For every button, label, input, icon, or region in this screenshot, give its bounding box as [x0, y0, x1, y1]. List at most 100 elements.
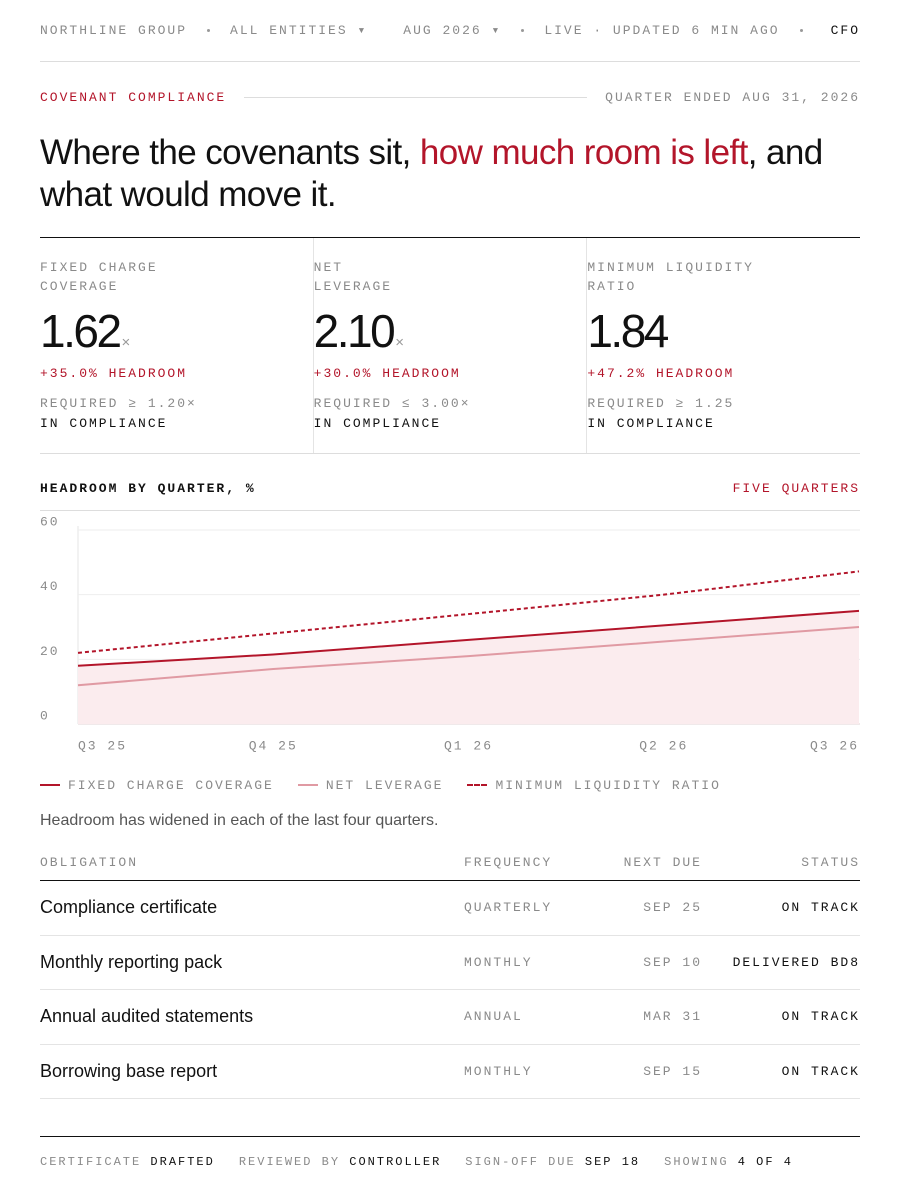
chart-header: HEADROOM BY QUARTER, % FIVE QUARTERS: [40, 454, 860, 511]
kpi-label: NET LEVERAGE: [314, 258, 587, 302]
kpi-value: 2.10: [313, 305, 396, 357]
area: [78, 610, 859, 724]
column-header: NEXT DUE: [623, 855, 702, 870]
footer-label: SIGN-OFF DUE: [465, 1154, 576, 1169]
kpi-label-line: COVERAGE: [40, 279, 119, 294]
footer-item: REVIEWED BY CONTROLLER: [239, 1155, 441, 1169]
footer-value: CONTROLLER: [349, 1154, 442, 1169]
period-select[interactable]: AUG 2026 ▾: [403, 23, 502, 38]
kpi-label-line: RATIO: [587, 279, 637, 294]
kpi-requirement: REQUIRED ≤ 3.00×: [313, 396, 471, 411]
column-header: STATUS: [801, 855, 860, 870]
footer-label: REVIEWED BY: [238, 1154, 341, 1169]
entity-select[interactable]: ALL ENTITIES ▾: [230, 23, 368, 38]
kpi-status: IN COMPLIANCE: [40, 416, 168, 431]
separator: [521, 29, 525, 32]
chart-range[interactable]: FIVE QUARTERS: [732, 480, 860, 496]
column-header: OBLIGATION: [40, 855, 139, 870]
y-tick-label: 20: [40, 644, 60, 659]
y-tick-label: 40: [40, 579, 60, 594]
table-cell: Monthly reporting pack: [40, 951, 223, 972]
x-tick-label: Q1 26: [444, 738, 493, 753]
table-cell: SEP 10: [643, 954, 702, 970]
table-row[interactable]: Compliance certificate QUARTERLY SEP 25 ON …: [40, 881, 860, 936]
top-bar: NORTHLINE GROUP ALL ENTITIES ▾ AUG 2026 …: [40, 0, 860, 62]
chart-title: HEADROOM BY QUARTER, %: [40, 480, 256, 496]
table-row[interactable]: Annual audited statements ANNUAL MAR 31 ON …: [40, 990, 860, 1045]
footer-item: CERTIFICATE DRAFTED: [40, 1155, 215, 1169]
table-cell: QUARTERLY: [464, 900, 553, 916]
table-cell: ON TRACK: [781, 1063, 860, 1079]
footer-label: CERTIFICATE: [40, 1154, 142, 1169]
y-tick-label: 60: [40, 514, 60, 529]
table-cell: ON TRACK: [781, 900, 860, 916]
x-tick-label: Q2 26: [639, 738, 688, 753]
kpi-headroom: +47.2% HEADROOM: [587, 366, 735, 381]
table-cell: Compliance certificate: [40, 897, 218, 918]
y-tick-label: 0: [40, 708, 50, 723]
kpi-label: MINIMUM LIQUIDITY RATIO: [587, 258, 860, 302]
line: [77, 570, 860, 654]
table-header: OBLIGATION FREQUENCY NEXT DUE STATUS: [40, 845, 860, 881]
kpi-label-line: LEVERAGE: [313, 279, 393, 294]
legend-item[interactable]: MINIMUM LIQUIDITY RATIO: [467, 778, 720, 793]
legend-item[interactable]: FIXED CHARGE COVERAGE: [40, 778, 274, 793]
table-cell: SEP 25: [643, 900, 702, 916]
x-tick-label: Q3 25: [78, 738, 127, 753]
table-cell: Borrowing base report: [40, 1060, 218, 1081]
table-cell: MONTHLY: [464, 1063, 533, 1079]
table-body: Compliance certificate QUARTERLY SEP 25 ON …: [40, 881, 860, 1099]
kpi-status: IN COMPLIANCE: [587, 416, 715, 431]
headline-tail: , and what would move it.: [40, 133, 823, 214]
legend-label: FIXED CHARGE COVERAGE: [68, 777, 274, 793]
legend-swatch: [297, 784, 318, 786]
footer-item: SHOWING 4 OF 4: [664, 1155, 793, 1169]
chart: 0 20 40 60 Q3 25 Q4 25 Q1 26 Q2 26 Q3 26: [40, 514, 860, 753]
table-cell: SEP 15: [643, 1063, 702, 1079]
role[interactable]: CFO: [830, 23, 860, 38]
separator: [799, 29, 803, 32]
legend-label: NET LEVERAGE: [325, 777, 444, 793]
footer: CERTIFICATE DRAFTED REVIEWED BY CONTROLLE…: [40, 1136, 860, 1186]
section-header: COVENANT COMPLIANCE QUARTER ENDED AUG 31…: [40, 62, 860, 132]
footer-value: SEP 18: [584, 1154, 641, 1169]
kpi-value-row: 1.84: [587, 304, 860, 358]
section-period: QUARTER ENDED AUG 31, 2026: [605, 89, 860, 105]
kpi-unit: ×: [395, 334, 404, 351]
chart-note: Headroom has widened in each of the last…: [40, 812, 439, 829]
footer-value: 4 OF 4: [737, 1154, 793, 1169]
section-label: COVENANT COMPLIANCE: [40, 89, 227, 105]
kpi-requirement: REQUIRED ≥ 1.25: [587, 396, 735, 411]
legend-swatch: [40, 784, 60, 786]
kpi-requirement: REQUIRED ≥ 1.20×: [40, 396, 197, 411]
table-row[interactable]: Monthly reporting pack MONTHLY SEP 10 DELIV…: [40, 936, 860, 990]
footer-item: SIGN-OFF DUE SEP 18: [465, 1155, 640, 1169]
kpi-card: NET LEVERAGE 2.10 × +30.0% HEADROOM REQUIRED …: [312, 238, 587, 453]
kpi-label-line: FIXED CHARGE: [40, 260, 158, 275]
legend-item[interactable]: NET LEVERAGE: [297, 777, 444, 793]
table-row[interactable]: Borrowing base report MONTHLY SEP 15 ON TRA…: [40, 1045, 860, 1099]
footer-value: DRAFTED: [150, 1154, 215, 1169]
table-cell: ANNUAL: [464, 1009, 523, 1025]
kpi-value: 1.84: [587, 305, 669, 357]
table-cell: MAR 31: [643, 1009, 702, 1025]
legend-swatch: [467, 784, 488, 786]
x-tick-label: Q3 26: [810, 738, 859, 753]
kpi-card: FIXED CHARGE COVERAGE 1.62 × +35.0% HEADROOM…: [40, 238, 313, 453]
column-header: FREQUENCY: [464, 855, 553, 870]
kpi-label: FIXED CHARGE COVERAGE: [40, 258, 313, 302]
line: [77, 626, 860, 687]
table-cell: MONTHLY: [464, 954, 533, 970]
headline: Where the covenants sit, how much room i…: [40, 132, 830, 237]
table-cell: DELIVERED BD8: [732, 954, 860, 970]
company: NORTHLINE GROUP: [40, 23, 188, 38]
headline-lead: Where the covenants sit,: [40, 133, 420, 172]
kpi-value-row: 2.10 ×: [314, 304, 587, 358]
footer-label: SHOWING: [664, 1154, 729, 1169]
kpi-label-line: MINIMUM LIQUIDITY: [587, 260, 754, 275]
kpi-unit: ×: [121, 334, 131, 351]
x-tick-label: Q4 25: [249, 738, 298, 753]
